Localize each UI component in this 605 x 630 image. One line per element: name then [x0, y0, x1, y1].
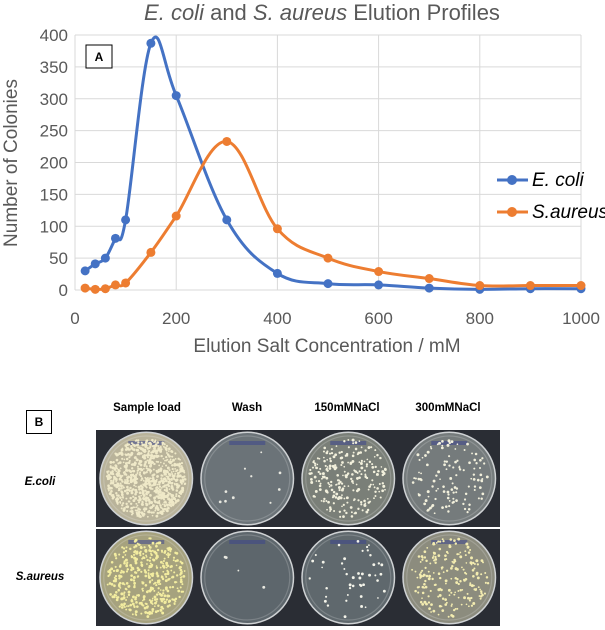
y-tick-label: 350 [40, 58, 68, 77]
data-point [146, 247, 156, 257]
series-line [84, 139, 581, 291]
data-point [100, 284, 110, 294]
data-point [374, 280, 384, 290]
column-header-300mm-nacl: 300mMNaCl [415, 402, 481, 414]
y-tick-label: 0 [59, 281, 68, 300]
y-tick-label: 300 [40, 90, 68, 109]
petri-dish-image [96, 529, 197, 626]
x-tick-label: 600 [364, 309, 392, 328]
y-tick-label: 100 [40, 217, 68, 236]
x-axis-title: Elution Salt Concentration / mM [193, 336, 460, 357]
series-layer [80, 35, 586, 294]
data-point [121, 215, 131, 225]
column-header-150mm-nacl: 150mMNaCl [314, 402, 380, 414]
legend-marker [507, 175, 517, 185]
data-point [171, 91, 181, 101]
petri-dish-image [399, 430, 500, 527]
data-point [525, 281, 535, 291]
elution-profile-chart: E. coli and S. aureus Elution Profiles 0… [1, 0, 605, 357]
y-tick-label: 50 [49, 249, 68, 268]
row-header-ecoli: E.coli [24, 476, 56, 488]
x-axis-ticks: 0 200 400 600 800 1000 [70, 309, 600, 328]
panel-a-label-box: A [85, 44, 113, 69]
legend-label: E. coli [532, 170, 585, 191]
data-point [80, 266, 90, 276]
petri-dish-image [298, 430, 399, 527]
legend-marker [507, 207, 517, 217]
data-point [323, 279, 333, 289]
x-tick-label: 0 [70, 309, 79, 328]
x-tick-label: 400 [263, 309, 291, 328]
data-point [80, 283, 90, 293]
gridlines [74, 34, 582, 291]
row-header-saureus: S.aureus [15, 571, 65, 583]
petri-dish-image [96, 430, 197, 527]
legend-label: S.aureus [532, 202, 605, 223]
chart-title: E. coli and S. aureus Elution Profiles [144, 0, 500, 25]
data-point [475, 281, 485, 291]
data-point [222, 136, 232, 146]
series-saureus [80, 136, 586, 294]
column-header-sample-load: Sample load [113, 402, 181, 414]
y-axis-ticks: 0 50 100 150 200 250 300 350 400 [40, 26, 68, 300]
y-tick-label: 250 [40, 122, 68, 141]
series-ecoli [80, 35, 586, 294]
petri-dish-grid [96, 430, 500, 626]
y-tick-label: 150 [40, 185, 68, 204]
data-point [272, 268, 282, 278]
petri-dish-image [298, 529, 399, 626]
data-point [323, 253, 333, 263]
data-point [171, 211, 181, 221]
data-point [576, 281, 586, 291]
data-point [374, 267, 384, 277]
legend: E. coli S.aureus [497, 170, 605, 223]
data-point [100, 253, 110, 263]
data-point [110, 280, 120, 290]
petri-dish-image [399, 529, 500, 626]
x-tick-label: 1000 [562, 309, 600, 328]
panel-b-label: B [26, 410, 52, 434]
y-tick-label: 400 [40, 26, 68, 45]
y-axis-title: Number of Colonies [1, 79, 22, 247]
data-point [222, 215, 232, 225]
petri-dish-image [197, 430, 298, 527]
x-tick-label: 200 [162, 309, 190, 328]
petri-dish-image [197, 529, 298, 626]
column-header-wash: Wash [231, 402, 263, 414]
y-tick-label: 200 [40, 154, 68, 173]
data-point [90, 284, 100, 294]
data-point [424, 274, 434, 284]
data-point [121, 278, 131, 288]
panel-a-label: A [95, 50, 104, 64]
data-point [146, 38, 156, 48]
data-point [272, 224, 282, 234]
x-tick-label: 800 [466, 309, 494, 328]
data-point [90, 259, 100, 269]
data-point [110, 233, 120, 243]
data-point [424, 283, 434, 293]
series-line [84, 35, 582, 291]
